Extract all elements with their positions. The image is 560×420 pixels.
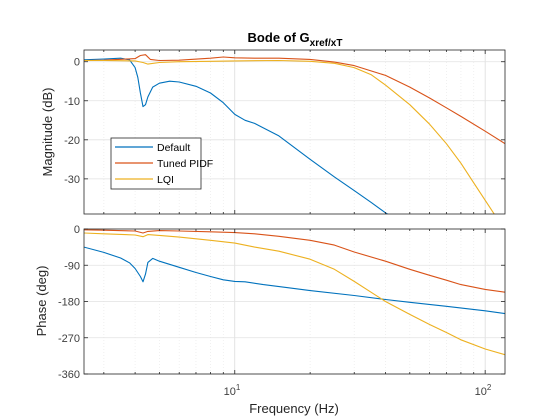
x-tick-10-exp: 1: [236, 383, 241, 392]
magnitude-line-default: [84, 57, 389, 214]
magnitude-line-tuned-pidf: [84, 54, 505, 145]
x-tick-100-exp: 2: [487, 383, 492, 392]
legend-label-lqi: LQI: [157, 174, 174, 186]
legend: Default Tuned PIDF LQI: [110, 137, 213, 190]
phase-axes: 0 -90 -180 -270 -360 Phase (deg): [34, 224, 506, 381]
x-tick-label-10: 101: [224, 383, 241, 398]
magnitude-ylabel: Magnitude (dB): [40, 88, 55, 177]
legend-label-default: Default: [157, 142, 190, 154]
title-main: Bode of G: [248, 30, 310, 45]
phase-line-lqi: [84, 232, 505, 356]
y-tick-label: -270: [58, 333, 80, 345]
magnitude-axes: 0 -10 -20 -30 Magnitude (dB) Default Tuned …: [40, 49, 506, 215]
x-tick-100-base: 10: [475, 386, 487, 398]
legend-label-tuned-pidf: Tuned PIDF: [157, 158, 213, 170]
y-tick-label: 0: [74, 57, 80, 69]
x-tick-10-base: 10: [224, 386, 236, 398]
phase-ylabel: Phase (deg): [34, 266, 49, 337]
title-subscript: xref/xT: [310, 38, 343, 49]
magnitude-axes-box: [83, 49, 506, 215]
chart-title: Bode of Gxref/xT: [248, 30, 343, 49]
phase-series: [84, 229, 505, 356]
y-tick-label: -10: [64, 96, 80, 108]
y-tick-label: 0: [74, 224, 80, 236]
phase-ticks: 0 -90 -180 -270 -360: [58, 224, 505, 381]
x-axis-label: Frequency (Hz): [249, 401, 339, 416]
phase-line-default: [84, 246, 505, 315]
y-tick-label: -30: [64, 174, 80, 186]
y-tick-label: -180: [58, 297, 80, 309]
phase-line-tuned-pidf: [84, 229, 505, 293]
y-tick-label: -90: [64, 260, 80, 272]
magnitude-ticks: 0 -10 -20 -30: [64, 50, 505, 214]
magnitude-line-lqi: [84, 59, 495, 214]
y-tick-label: -20: [64, 135, 80, 147]
x-tick-label-100: 102: [475, 383, 492, 398]
y-tick-label: -360: [58, 369, 80, 381]
magnitude-series: [84, 54, 505, 214]
